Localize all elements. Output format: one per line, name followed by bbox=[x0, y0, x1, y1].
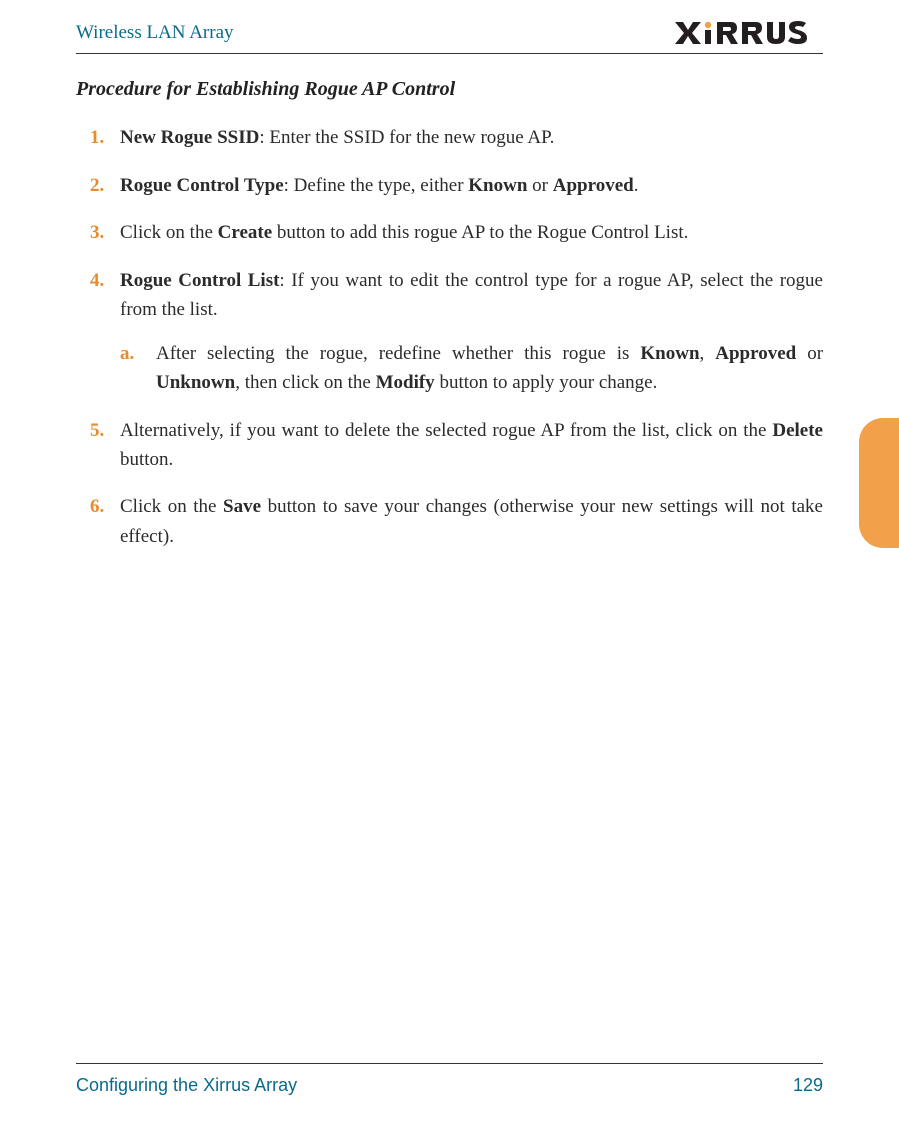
step-lead: Rogue Control Type bbox=[120, 175, 284, 196]
procedure-list: 1. New Rogue SSID: Enter the SSID for th… bbox=[76, 123, 823, 551]
step-number: 5. bbox=[76, 416, 120, 475]
step-text: Click on the bbox=[120, 222, 218, 243]
substep-body: After selecting the rogue, redefine whet… bbox=[156, 339, 823, 398]
section-heading: Procedure for Establishing Rogue AP Cont… bbox=[76, 74, 823, 105]
step-body: Click on the Create button to add this r… bbox=[120, 218, 823, 247]
inline-bold: Create bbox=[218, 222, 273, 243]
step-body: Rogue Control List: If you want to edit … bbox=[120, 266, 823, 398]
step-body: Alternatively, if you want to delete the… bbox=[120, 416, 823, 475]
header-title: Wireless LAN Array bbox=[76, 18, 234, 47]
step-text: or bbox=[527, 175, 552, 196]
step-text: button to apply your change. bbox=[435, 372, 658, 393]
step-4: 4. Rogue Control List: If you want to ed… bbox=[76, 266, 823, 398]
step-number: 3. bbox=[76, 218, 120, 247]
step-text: button. bbox=[120, 449, 173, 470]
step-body: Click on the Save button to save your ch… bbox=[120, 492, 823, 551]
page-footer: Configuring the Xirrus Array 129 bbox=[76, 1063, 823, 1100]
inline-bold: Delete bbox=[772, 420, 823, 441]
page: Wireless LAN Array bbox=[0, 0, 899, 1138]
page-header: Wireless LAN Array bbox=[76, 18, 823, 54]
substep-letter: a. bbox=[120, 339, 156, 398]
step-1: 1. New Rogue SSID: Enter the SSID for th… bbox=[76, 123, 823, 152]
substep-list: a. After selecting the rogue, redefine w… bbox=[120, 339, 823, 398]
inline-bold: Known bbox=[468, 175, 527, 196]
step-lead: Rogue Control List bbox=[120, 270, 279, 291]
xirrus-logo-icon bbox=[673, 20, 823, 46]
step-6: 6. Click on the Save button to save your… bbox=[76, 492, 823, 551]
inline-bold: Unknown bbox=[156, 372, 235, 393]
inline-bold: Known bbox=[640, 343, 699, 364]
footer-page-number: 129 bbox=[793, 1072, 823, 1100]
step-text: , bbox=[700, 343, 716, 364]
footer-left: Configuring the Xirrus Array bbox=[76, 1072, 297, 1100]
step-text: Alternatively, if you want to delete the… bbox=[120, 420, 772, 441]
inline-bold: Modify bbox=[376, 372, 435, 393]
section-tab bbox=[859, 418, 899, 548]
step-text: . bbox=[634, 175, 639, 196]
step-number: 6. bbox=[76, 492, 120, 551]
step-number: 2. bbox=[76, 171, 120, 200]
step-text: Click on the bbox=[120, 496, 223, 517]
brand-logo bbox=[673, 20, 823, 46]
step-text: , then click on the bbox=[235, 372, 375, 393]
step-body: New Rogue SSID: Enter the SSID for the n… bbox=[120, 123, 823, 152]
step-text: : Enter the SSID for the new rogue AP. bbox=[259, 127, 554, 148]
inline-bold: Approved bbox=[553, 175, 634, 196]
step-body: Rogue Control Type: Define the type, eit… bbox=[120, 171, 823, 200]
step-3: 3. Click on the Create button to add thi… bbox=[76, 218, 823, 247]
step-text: or bbox=[796, 343, 823, 364]
step-5: 5. Alternatively, if you want to delete … bbox=[76, 416, 823, 475]
step-number: 1. bbox=[76, 123, 120, 152]
step-text: After selecting the rogue, redefine whet… bbox=[156, 343, 640, 364]
step-number: 4. bbox=[76, 266, 120, 398]
step-text: button to add this rogue AP to the Rogue… bbox=[272, 222, 688, 243]
inline-bold: Approved bbox=[715, 343, 796, 364]
inline-bold: Save bbox=[223, 496, 261, 517]
step-2: 2. Rogue Control Type: Define the type, … bbox=[76, 171, 823, 200]
step-text: : Define the type, either bbox=[284, 175, 469, 196]
substep-a: a. After selecting the rogue, redefine w… bbox=[120, 339, 823, 398]
step-lead: New Rogue SSID bbox=[120, 127, 259, 148]
